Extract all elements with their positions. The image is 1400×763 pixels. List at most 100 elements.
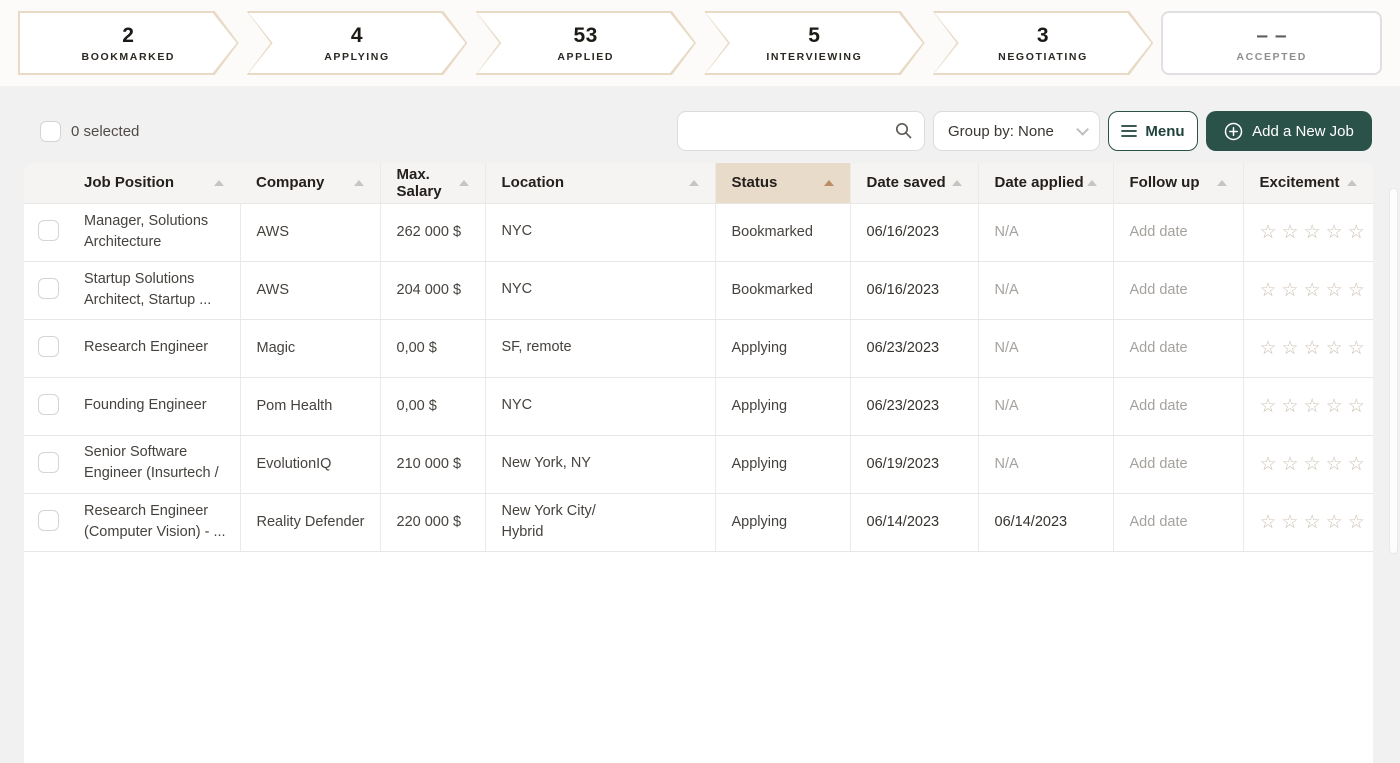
job-position[interactable]: Research Engineer (Computer Vision) - ..… <box>84 502 226 540</box>
add-new-job-label: Add a New Job <box>1252 122 1354 140</box>
company: Magic <box>240 319 381 378</box>
job-position[interactable]: Senior Software Engineer (Insurtech / ..… <box>84 444 219 482</box>
follow-up-add-date[interactable]: Add date <box>1113 435 1244 494</box>
star-icon[interactable] <box>1326 513 1343 532</box>
star-icon[interactable] <box>1304 397 1321 416</box>
add-new-job-button[interactable]: Add a New Job <box>1206 111 1372 151</box>
column-header-date-saved[interactable]: Date saved <box>850 163 979 203</box>
date-saved: 06/23/2023 <box>850 377 979 436</box>
column-header-excitement[interactable]: Excitement <box>1243 163 1373 203</box>
column-header-company[interactable]: Company <box>240 163 381 203</box>
group-by-select[interactable]: Group by: None <box>933 111 1100 151</box>
column-header-max-salary[interactable]: Max. Salary <box>380 163 486 203</box>
star-icon[interactable] <box>1348 455 1365 474</box>
stage-count: 3 <box>1036 23 1050 47</box>
job-position[interactable]: Research Engineer <box>84 339 209 356</box>
follow-up-add-date[interactable]: Add date <box>1113 493 1244 552</box>
column-header-job-position[interactable]: Job Position <box>24 163 240 203</box>
star-icon[interactable] <box>1326 455 1343 474</box>
stage-label: Applying <box>324 50 390 63</box>
star-icon[interactable] <box>1326 339 1343 358</box>
stage-label: Accepted <box>1236 50 1307 63</box>
star-icon[interactable] <box>1348 223 1365 242</box>
table-row: Senior Software Engineer (Insurtech / ..… <box>24 435 1373 494</box>
excitement-rating <box>1260 397 1364 416</box>
date-saved: 06/16/2023 <box>850 202 979 262</box>
stage-accepted[interactable]: – – Accepted <box>1161 11 1383 75</box>
row-checkbox[interactable] <box>38 277 59 299</box>
status[interactable]: Bookmarked <box>715 202 851 262</box>
stage-negotiating[interactable]: 3 Negotiating <box>933 11 1154 75</box>
star-icon[interactable] <box>1304 455 1321 474</box>
job-position[interactable]: Founding Engineer <box>84 397 207 414</box>
column-header-status[interactable]: Status <box>715 163 851 203</box>
stage-bookmarked[interactable]: 2 Bookmarked <box>18 11 239 75</box>
star-icon[interactable] <box>1326 223 1343 242</box>
stage-interviewing[interactable]: 5 Interviewing <box>704 11 925 75</box>
table-header-row: Job Position Company Max. Salary Locatio… <box>24 163 1373 203</box>
star-icon[interactable] <box>1260 281 1277 300</box>
excitement-rating <box>1260 223 1364 242</box>
star-icon[interactable] <box>1326 397 1343 416</box>
status[interactable]: Bookmarked <box>715 261 851 320</box>
row-checkbox[interactable] <box>38 219 59 241</box>
star-icon[interactable] <box>1304 339 1321 358</box>
status[interactable]: Applying <box>715 377 851 436</box>
table-row: Research Engineer (Computer Vision) - ..… <box>24 493 1373 552</box>
star-icon[interactable] <box>1260 513 1277 532</box>
stage-label: Bookmarked <box>81 50 176 63</box>
star-icon[interactable] <box>1348 339 1365 358</box>
star-icon[interactable] <box>1260 339 1277 358</box>
star-icon[interactable] <box>1282 513 1299 532</box>
star-icon[interactable] <box>1282 397 1299 416</box>
status[interactable]: Applying <box>715 435 851 494</box>
stage-applied[interactable]: 53 Applied <box>475 11 696 75</box>
job-position[interactable]: Manager, Solutions Architecture <box>84 212 209 250</box>
star-icon[interactable] <box>1260 223 1277 242</box>
stage-label: Applied <box>557 50 615 63</box>
stage-count: – – <box>1256 23 1288 47</box>
excitement-rating <box>1260 513 1364 532</box>
star-icon[interactable] <box>1348 281 1365 300</box>
star-icon[interactable] <box>1282 281 1299 300</box>
star-icon[interactable] <box>1304 513 1321 532</box>
stage-applying[interactable]: 4 Applying <box>247 11 468 75</box>
row-checkbox[interactable] <box>38 451 59 473</box>
status[interactable]: Applying <box>715 319 851 378</box>
star-icon[interactable] <box>1304 223 1321 242</box>
select-all-checkbox[interactable] <box>40 120 61 142</box>
star-icon[interactable] <box>1282 339 1299 358</box>
star-icon[interactable] <box>1348 513 1365 532</box>
star-icon[interactable] <box>1260 455 1277 474</box>
row-checkbox[interactable] <box>38 335 59 357</box>
date-applied: N/A <box>978 261 1114 320</box>
row-checkbox[interactable] <box>38 393 59 415</box>
table-row: Manager, Solutions Architecture AWS 262 … <box>24 202 1373 262</box>
status[interactable]: Applying <box>715 493 851 552</box>
star-icon[interactable] <box>1282 223 1299 242</box>
star-icon[interactable] <box>1282 455 1299 474</box>
star-icon[interactable] <box>1348 397 1365 416</box>
job-position[interactable]: Startup Solutions Architect, Startup ... <box>84 270 212 308</box>
company: Reality Defender <box>240 493 381 552</box>
date-applied: N/A <box>978 377 1114 436</box>
menu-button[interactable]: Menu <box>1108 111 1198 151</box>
column-header-follow-up[interactable]: Follow up <box>1113 163 1244 203</box>
search-input[interactable] <box>677 111 925 151</box>
company: AWS <box>240 202 381 262</box>
date-applied: N/A <box>978 435 1114 494</box>
column-header-location[interactable]: Location <box>485 163 716 203</box>
star-icon[interactable] <box>1326 281 1343 300</box>
vertical-scrollbar[interactable] <box>1389 188 1398 554</box>
follow-up-add-date[interactable]: Add date <box>1113 319 1244 378</box>
column-header-date-applied[interactable]: Date applied <box>978 163 1114 203</box>
menu-icon <box>1121 125 1138 137</box>
menu-button-label: Menu <box>1145 122 1185 140</box>
star-icon[interactable] <box>1260 397 1277 416</box>
max-salary: 262 000 $ <box>380 202 486 262</box>
follow-up-add-date[interactable]: Add date <box>1113 377 1244 436</box>
star-icon[interactable] <box>1304 281 1321 300</box>
follow-up-add-date[interactable]: Add date <box>1113 202 1244 262</box>
row-checkbox[interactable] <box>38 509 59 531</box>
follow-up-add-date[interactable]: Add date <box>1113 261 1244 320</box>
